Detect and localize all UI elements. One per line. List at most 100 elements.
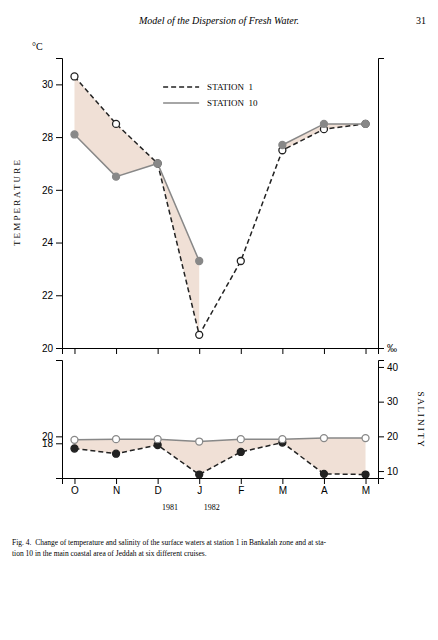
x-axis — [63, 348, 379, 354]
legend-item: STATION 1 — [163, 82, 253, 92]
tick: D — [155, 478, 162, 496]
y-axis: 202224262830 — [42, 59, 63, 354]
tick: 10 — [378, 466, 399, 477]
legend-item: STATION 10 — [163, 98, 258, 108]
tick: N — [113, 478, 120, 496]
point — [320, 470, 327, 477]
axis-line — [379, 361, 385, 479]
point — [196, 471, 203, 478]
caption: Fig. 4. Change of temperature and salini… — [12, 538, 327, 558]
tick: 24 — [42, 237, 62, 248]
tick-label: 26 — [42, 185, 54, 196]
tick-mark — [56, 137, 62, 138]
tick — [74, 348, 75, 354]
tick — [324, 348, 325, 354]
plot-area — [71, 435, 369, 478]
tick-label: 10 — [387, 466, 399, 477]
tick-mark — [378, 402, 384, 403]
axis-line — [379, 59, 385, 349]
tick-label: 24 — [42, 237, 54, 248]
tick: 20 — [42, 343, 62, 354]
tick — [366, 348, 367, 354]
tick-mark — [56, 84, 62, 85]
caption-line: tion 10 in the main coastal area of Jedd… — [12, 549, 207, 558]
legend-swatch — [163, 86, 199, 88]
point — [71, 445, 78, 452]
tick-label: D — [155, 485, 162, 496]
point — [362, 435, 369, 442]
tick-mark — [378, 471, 384, 472]
legend-label: STATION 1 — [207, 82, 253, 92]
tick — [158, 348, 159, 354]
tick-mark — [56, 348, 62, 349]
line — [74, 76, 365, 334]
point — [279, 142, 286, 149]
category-sublabel: 1981 — [162, 503, 178, 512]
point — [71, 73, 78, 80]
tick: ‰ — [378, 343, 397, 354]
tick-mark — [366, 348, 367, 354]
tick-mark — [56, 295, 62, 296]
tick: 40 — [378, 362, 399, 373]
tick-label: 22 — [42, 290, 54, 301]
caption-line: Fig. 4. Change of temperature and salini… — [12, 538, 327, 547]
tick — [282, 348, 283, 354]
tick-mark — [56, 190, 62, 191]
point — [320, 435, 327, 442]
tick-label: ‰ — [387, 343, 397, 354]
y-axis: 1820 — [42, 361, 63, 479]
point — [362, 120, 369, 127]
point — [237, 448, 244, 455]
tick-mark — [378, 367, 384, 368]
tick-label: J — [197, 485, 202, 496]
point — [196, 331, 203, 338]
tick-mark — [158, 348, 159, 354]
tick: M — [279, 478, 287, 496]
page-number: 31 — [416, 15, 426, 26]
axis-line — [63, 479, 379, 485]
tick-mark — [199, 478, 200, 484]
panel: 202224262830‰T E M P E R A T U R ESTATIO… — [12, 41, 397, 354]
fill-band — [74, 76, 365, 334]
axis-line — [63, 349, 379, 355]
point — [154, 160, 161, 167]
tick-label: A — [321, 485, 328, 496]
tick-label: F — [238, 485, 244, 496]
point — [154, 160, 161, 167]
y2-axis: ‰ — [378, 59, 397, 354]
point — [362, 120, 369, 127]
tick-mark — [324, 478, 325, 484]
point — [113, 173, 120, 180]
tick-mark — [56, 243, 62, 244]
point — [237, 436, 244, 443]
tick-mark — [241, 348, 242, 354]
point — [320, 120, 327, 127]
tick-mark — [282, 478, 283, 484]
point — [71, 131, 78, 138]
point — [113, 120, 120, 127]
legend-swatch — [163, 102, 199, 104]
tick: J — [197, 478, 202, 496]
tick: 26 — [42, 185, 62, 196]
tick: 22 — [42, 290, 62, 301]
tick-label: 30 — [387, 396, 399, 407]
y2-axis: 10 20 30 40 — [378, 361, 399, 479]
chart: 202224262830‰T E M P E R A T U R ESTATIO… — [0, 0, 438, 640]
tick — [116, 348, 117, 354]
tick — [241, 348, 242, 354]
axis-line — [56, 361, 63, 479]
point — [71, 436, 78, 443]
tick-label: 30 — [42, 79, 54, 90]
tick-mark — [116, 478, 117, 484]
tick-label: N — [113, 485, 120, 496]
point — [362, 471, 369, 478]
tick-mark — [199, 348, 200, 354]
tick: 20 — [378, 431, 399, 442]
point — [196, 438, 203, 445]
unit-label: °C — [32, 41, 43, 52]
plot-area — [71, 73, 369, 338]
line — [74, 124, 365, 261]
point — [154, 436, 161, 443]
tick: 30 — [378, 396, 399, 407]
tick-label: 20 — [42, 431, 54, 442]
